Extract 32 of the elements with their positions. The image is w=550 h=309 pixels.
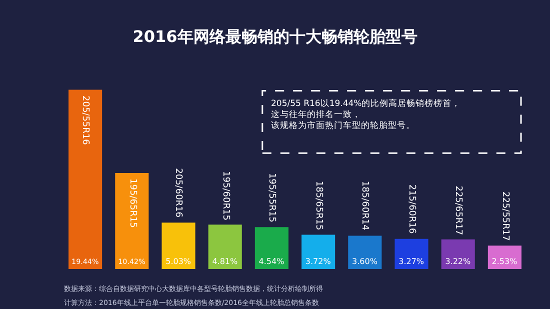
data-label: 3.60% <box>352 257 378 266</box>
x-tick-label: 185/65R15 <box>314 180 324 230</box>
data-label: 3.27% <box>398 257 424 266</box>
x-tick-label: 205/60R16 <box>173 168 184 218</box>
chart-title: 2016年网络最畅销的十大畅销轮胎型号 <box>132 27 418 46</box>
x-tick-label: 185/60R14 <box>360 180 370 231</box>
data-label: 2.53% <box>492 257 518 266</box>
x-tick-label: 225/65R17 <box>452 186 463 236</box>
data-label: 5.03% <box>166 257 192 266</box>
data-label: 3.72% <box>305 257 332 266</box>
bar <box>115 172 149 269</box>
bar <box>348 236 382 269</box>
x-tick-label: 195/60R15 <box>220 171 230 220</box>
data-label: 19.44% <box>72 257 99 266</box>
data-label: 4.81% <box>212 257 238 266</box>
x-tick-label: 205/55R16 <box>80 95 90 146</box>
bar <box>208 224 242 269</box>
x-tick-label: 195/55R15 <box>266 172 276 222</box>
bar <box>441 239 475 269</box>
x-tick-label: 215/60R16 <box>406 184 416 234</box>
data-label: 4.54% <box>258 257 285 266</box>
bar <box>68 90 102 269</box>
data-label: 3.22% <box>445 257 472 266</box>
bar <box>254 227 288 269</box>
data-label: 10.42% <box>118 257 146 266</box>
annotation: 205/55 R16以19.44%的比例高居畅销榜榜首，这与往年的排名一致，该规格为市面热门车型的轮胎型号。 <box>271 98 461 132</box>
bar <box>488 246 522 269</box>
bar <box>394 238 428 269</box>
bar <box>302 234 336 269</box>
x-tick-label: 195/65R15 <box>127 178 138 228</box>
x-tick-label: 225/55R17 <box>500 191 510 241</box>
bar <box>162 222 196 269</box>
